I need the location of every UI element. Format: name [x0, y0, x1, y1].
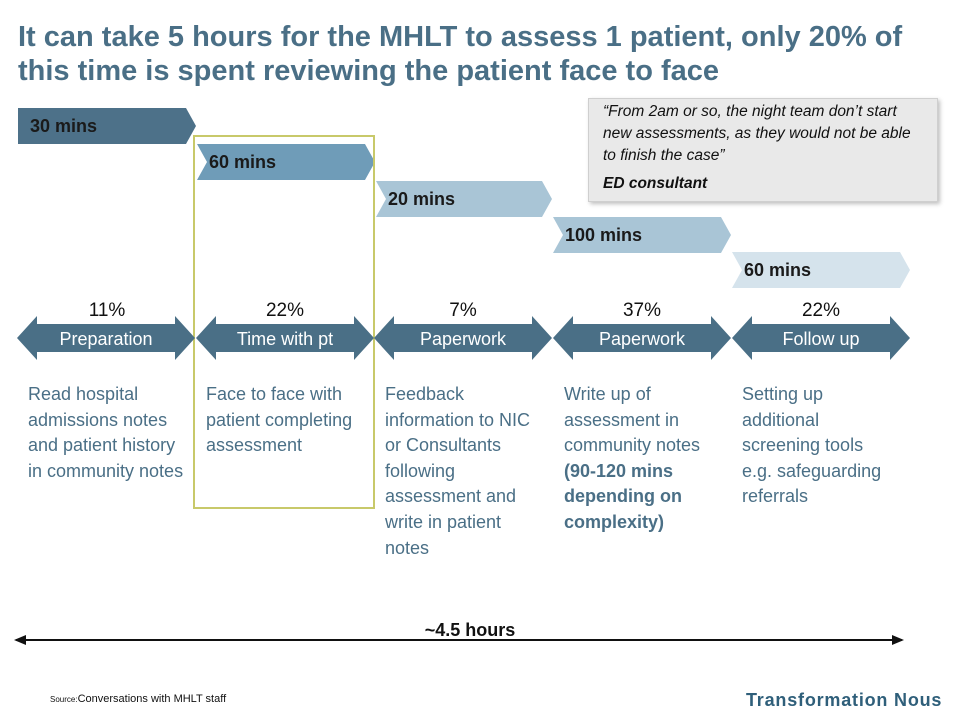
- total-span-arrow: [14, 635, 904, 645]
- duration-chevron-4: 100 mins: [553, 217, 731, 253]
- quote-text: “From 2am or so, the night team don’t st…: [603, 103, 911, 164]
- phase-arrow-paperwork-2: Paperwork: [553, 316, 731, 360]
- duration-chevron-3: 20 mins: [376, 181, 552, 217]
- phase-pct-5: 22%: [801, 300, 841, 321]
- duration-chevron-1: 30 mins: [18, 108, 196, 144]
- brand-logo: Transformation Nous: [746, 690, 943, 710]
- page-title: It can take 5 hours for the MHLT to asse…: [18, 21, 903, 87]
- phase-arrow-preparation: Preparation: [17, 316, 195, 360]
- phase-desc-5: Setting up additional screening tools e.…: [742, 384, 882, 507]
- source-note: Source:Conversations with MHLT staff: [50, 693, 226, 705]
- phase-arrow-paperwork-1: Paperwork: [374, 316, 552, 360]
- total-duration-label: ~4.5 hours: [424, 620, 516, 640]
- phase-desc-bold: (90-120 mins depending on complexity): [564, 460, 682, 532]
- quote-author: ED consultant: [603, 175, 708, 192]
- phase-label: Time with pt: [236, 328, 334, 349]
- source-prefix: Source:: [50, 695, 78, 704]
- phase-label: Paperwork: [419, 328, 507, 349]
- phase-desc-4: Write up of assessment in community note…: [564, 382, 714, 536]
- phase-desc-2: Face to face with patient completing ass…: [206, 384, 353, 456]
- phase-desc-text: Write up of assessment in community note…: [564, 384, 701, 456]
- phase-desc-3: Feedback information to NIC or Consultan…: [385, 384, 531, 558]
- source-text: Conversations with MHLT staff: [77, 693, 227, 705]
- phase-pct-3: 7%: [449, 300, 477, 321]
- duration-chevron-2: 60 mins: [197, 144, 375, 180]
- duration-chevron-5: 60 mins: [732, 252, 910, 288]
- highlight-box: [193, 135, 375, 509]
- phase-pct-1: 11%: [88, 300, 126, 321]
- phase-label: Follow up: [782, 328, 860, 349]
- phase-label: Preparation: [59, 328, 153, 349]
- phase-pct-2: 22%: [265, 300, 305, 321]
- phase-desc-1: Read hospital admissions notes and patie…: [28, 384, 184, 481]
- phase-arrow-follow-up: Follow up: [732, 316, 910, 360]
- phase-pct-4: 37%: [622, 300, 662, 321]
- phase-label: Paperwork: [598, 328, 686, 349]
- quote-box: “From 2am or so, the night team don’t st…: [588, 98, 938, 202]
